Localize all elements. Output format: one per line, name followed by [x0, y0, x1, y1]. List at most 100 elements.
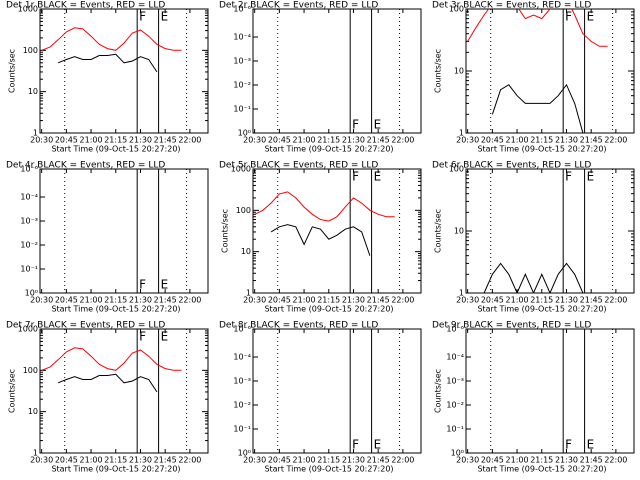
y-tick-label: 10⁰	[451, 449, 464, 458]
x-tick-label: 21:00	[506, 296, 529, 305]
series-line	[491, 83, 584, 133]
x-tick-label: 21:15	[530, 296, 553, 305]
panel-title: Det 7r BLACK = Events, RED = LLD	[6, 321, 165, 331]
y-tick-label: 1000	[231, 165, 251, 174]
y-tick-label: 1	[459, 129, 464, 138]
y-tick-label: 10⁻³	[233, 57, 251, 66]
x-tick-label: 20:30	[456, 136, 479, 145]
x-tick-label: 20:45	[268, 136, 291, 145]
y-tick-label: 10⁻¹	[233, 425, 251, 434]
x-tick-label: 21:00	[293, 136, 316, 145]
panel: Det 3r BLACK = Events, RED = LLD 20:30 20:…	[432, 1, 635, 154]
event-label: F	[352, 170, 359, 184]
x-tick-label: 20:30	[456, 456, 479, 465]
event-label: E	[587, 438, 595, 452]
series-line	[254, 191, 395, 222]
x-tick-label: 22:00	[178, 136, 201, 145]
panel: Det 9r BLACK = Events, RED = LLD 20:30 20:…	[432, 321, 635, 474]
x-axis-label: Start Time (09-Oct-15 20:27:20)	[477, 305, 606, 314]
x-tick-label: 20:45	[481, 456, 504, 465]
x-axis-label: Start Time (09-Oct-15 20:27:20)	[264, 305, 393, 314]
y-tick-label: 10⁻¹	[446, 425, 464, 434]
y-tick-label: 10⁻⁴	[20, 193, 38, 202]
plot-frame	[252, 8, 422, 134]
x-tick-label: 21:00	[80, 456, 103, 465]
x-tick-label: 21:30	[129, 136, 152, 145]
x-tick-label: 21:45	[580, 136, 603, 145]
x-tick-label: 22:00	[391, 136, 414, 145]
x-tick-label: 20:45	[268, 296, 291, 305]
x-axis-label: Start Time (09-Oct-15 20:27:20)	[51, 145, 180, 154]
event-label: F	[565, 170, 572, 184]
panel: Det 2r BLACK = Events, RED = LLD 20:30 20:…	[219, 1, 422, 154]
event-label: F	[352, 438, 359, 452]
x-tick-label: 21:30	[555, 456, 578, 465]
y-tick-label: 10	[454, 67, 464, 76]
y-tick-label: 10⁻⁴	[233, 33, 251, 42]
series-line	[270, 224, 371, 256]
y-tick-label: 10⁻¹	[20, 265, 38, 274]
x-tick-label: 21:45	[367, 456, 390, 465]
x-tick-label: 21:15	[104, 456, 127, 465]
x-tick-label: 20:30	[30, 456, 53, 465]
x-tick-label: 21:15	[317, 456, 340, 465]
y-tick-label: 100	[23, 366, 38, 375]
x-axis-label: Start Time (09-Oct-15 20:27:20)	[51, 465, 180, 474]
y-axis-label: Counts/sec	[8, 369, 17, 413]
x-tick-label: 21:45	[154, 136, 177, 145]
x-axis-label: Start Time (09-Oct-15 20:27:20)	[264, 465, 393, 474]
x-tick-label: 22:00	[604, 456, 627, 465]
x-tick-label: 21:30	[555, 136, 578, 145]
series-line	[483, 262, 584, 293]
y-tick-label: 10⁻³	[20, 217, 38, 226]
x-tick-label: 22:00	[178, 296, 201, 305]
x-tick-label: 20:45	[55, 456, 78, 465]
x-tick-label: 20:30	[456, 296, 479, 305]
x-tick-label: 21:15	[317, 136, 340, 145]
panel-title: Det 1r BLACK = Events, RED = LLD	[6, 1, 165, 11]
y-tick-label: 1	[459, 289, 464, 298]
event-label: E	[374, 438, 382, 452]
plot-frame	[39, 8, 209, 134]
y-tick-label: 100	[23, 46, 38, 55]
event-label: F	[565, 10, 572, 24]
y-tick-label: 10⁻²	[20, 241, 38, 250]
x-tick-label: 21:15	[104, 296, 127, 305]
panel-title: Det 9r BLACK = Events, RED = LLD	[432, 321, 591, 331]
x-tick-label: 21:00	[293, 296, 316, 305]
y-tick-label: 10⁻⁴	[446, 353, 464, 362]
series-line	[41, 27, 182, 51]
panel: Det 8r BLACK = Events, RED = LLD 20:30 20:…	[219, 321, 422, 474]
x-tick-label: 21:30	[342, 136, 365, 145]
y-axis-label: Counts/sec	[8, 49, 17, 93]
y-tick-label: 10⁻⁴	[233, 353, 251, 362]
y-axis-label: Counts/sec	[221, 209, 230, 253]
x-tick-label: 20:30	[30, 296, 53, 305]
y-tick-label: 10⁰	[238, 449, 251, 458]
x-axis-label: Start Time (09-Oct-15 20:27:20)	[51, 305, 180, 314]
y-tick-label: 100	[449, 5, 464, 14]
x-tick-label: 21:30	[342, 296, 365, 305]
y-tick-label: 10⁻²	[233, 401, 251, 410]
y-tick-label: 10	[454, 227, 464, 236]
plot-frame	[252, 168, 422, 294]
panel-title: Det 8r BLACK = Events, RED = LLD	[219, 321, 378, 331]
event-label: E	[374, 170, 382, 184]
event-label: E	[587, 170, 595, 184]
x-tick-label: 21:00	[80, 296, 103, 305]
x-tick-label: 21:15	[530, 136, 553, 145]
x-tick-label: 20:30	[30, 136, 53, 145]
x-tick-label: 20:45	[268, 456, 291, 465]
x-tick-label: 21:45	[154, 296, 177, 305]
x-tick-label: 21:00	[80, 136, 103, 145]
panel-title: Det 2r BLACK = Events, RED = LLD	[219, 1, 378, 11]
x-tick-label: 20:30	[243, 296, 266, 305]
y-tick-label: 10⁰	[25, 289, 38, 298]
y-tick-label: 10	[241, 247, 251, 256]
x-tick-label: 21:30	[555, 296, 578, 305]
y-tick-label: 1	[33, 129, 38, 138]
y-tick-label: 10	[28, 407, 38, 416]
x-tick-label: 20:30	[243, 136, 266, 145]
plot-frame	[39, 168, 209, 294]
